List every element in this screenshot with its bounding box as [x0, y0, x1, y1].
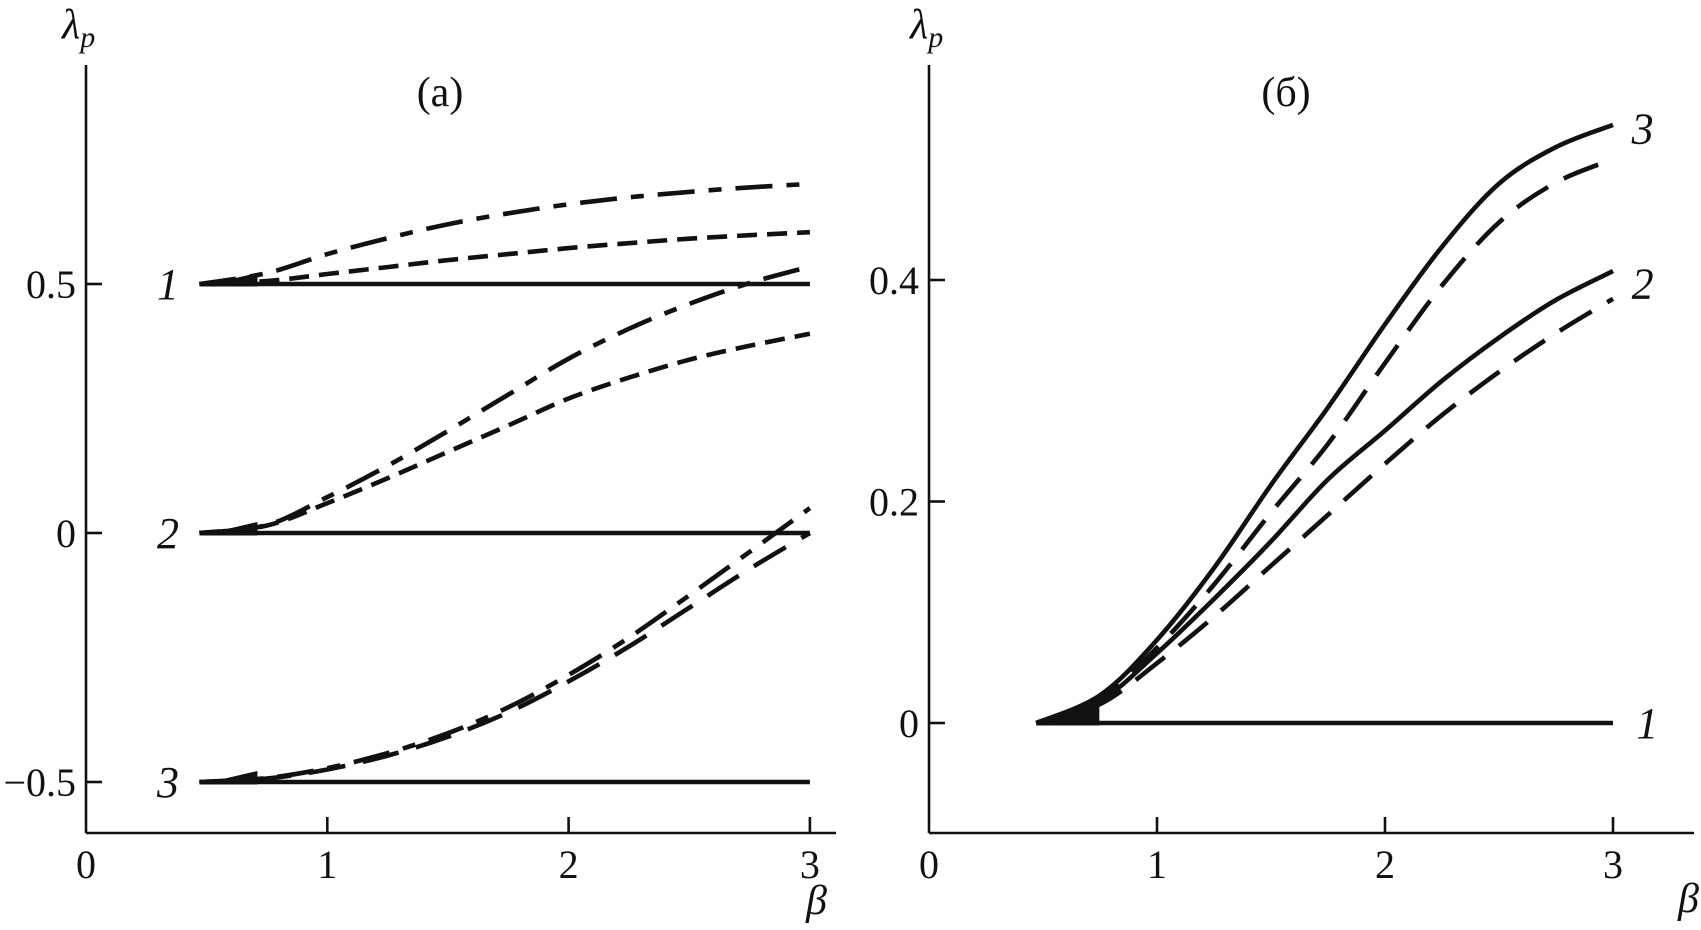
x-tick-label: 1: [1147, 842, 1167, 887]
curve-a-branch-3-dash-dot: [199, 506, 812, 785]
curve-a-branch-2-dash-dot: [199, 264, 811, 536]
curve-number-label: 2: [1632, 259, 1654, 308]
origin-label: 0: [76, 842, 96, 887]
x-tick-label: 2: [559, 842, 579, 887]
lambda-subscript-p: p: [78, 21, 95, 54]
x-tick-label: 3: [800, 842, 820, 887]
curve-a-branch-2-short-dash: [199, 331, 811, 536]
curve-b-branch-3-long-dash: [1035, 157, 1614, 726]
panel-a-y-axis-label: λp: [60, 2, 95, 54]
curve-a-branch-1-dash-dot: [199, 181, 811, 287]
curve-number-label: 1: [157, 260, 179, 309]
origin-label: 0: [919, 842, 939, 887]
y-tick-label: 0.5: [26, 262, 76, 307]
curve-number-label: 1: [1636, 699, 1658, 748]
x-tick-label: 3: [1603, 842, 1623, 887]
curve-b-branch-2-solid: [1035, 269, 1615, 726]
panel-b-y-axis-label: λp: [908, 2, 943, 54]
curve-number-label: 3: [1631, 104, 1654, 153]
y-tick-label: −0.5: [3, 760, 76, 805]
curve-a-branch-1-short-dash: [199, 229, 811, 287]
curve-number-label: 3: [156, 758, 179, 807]
lambda-symbol: λ: [908, 2, 928, 48]
x-tick-label: 2: [1375, 842, 1395, 887]
curve-b-branch-3-solid: [1035, 122, 1614, 726]
y-tick-label: 0: [56, 511, 76, 556]
y-tick-label: 0.2: [869, 480, 919, 525]
curve-a-branch-3-long-dash: [199, 531, 812, 785]
panel-b-x-axis-label: β: [1677, 876, 1699, 922]
panel-a-title: (a): [417, 70, 464, 116]
y-tick-label: 0: [899, 701, 919, 746]
panel-b-title: (б): [1261, 70, 1310, 116]
y-tick-label: 0.4: [869, 258, 919, 303]
curve-b-branch-2-long-dash: [1035, 296, 1615, 726]
panel-a-x-axis-label: β: [805, 878, 827, 924]
lambda-symbol: λ: [60, 2, 80, 48]
lambda-subscript-p: p: [926, 21, 943, 54]
x-tick-label: 1: [317, 842, 337, 887]
panel-b: 1 2 3 0 0 0.2 0.4 3 2 1: [869, 65, 1694, 887]
curve-number-label: 2: [157, 509, 179, 558]
